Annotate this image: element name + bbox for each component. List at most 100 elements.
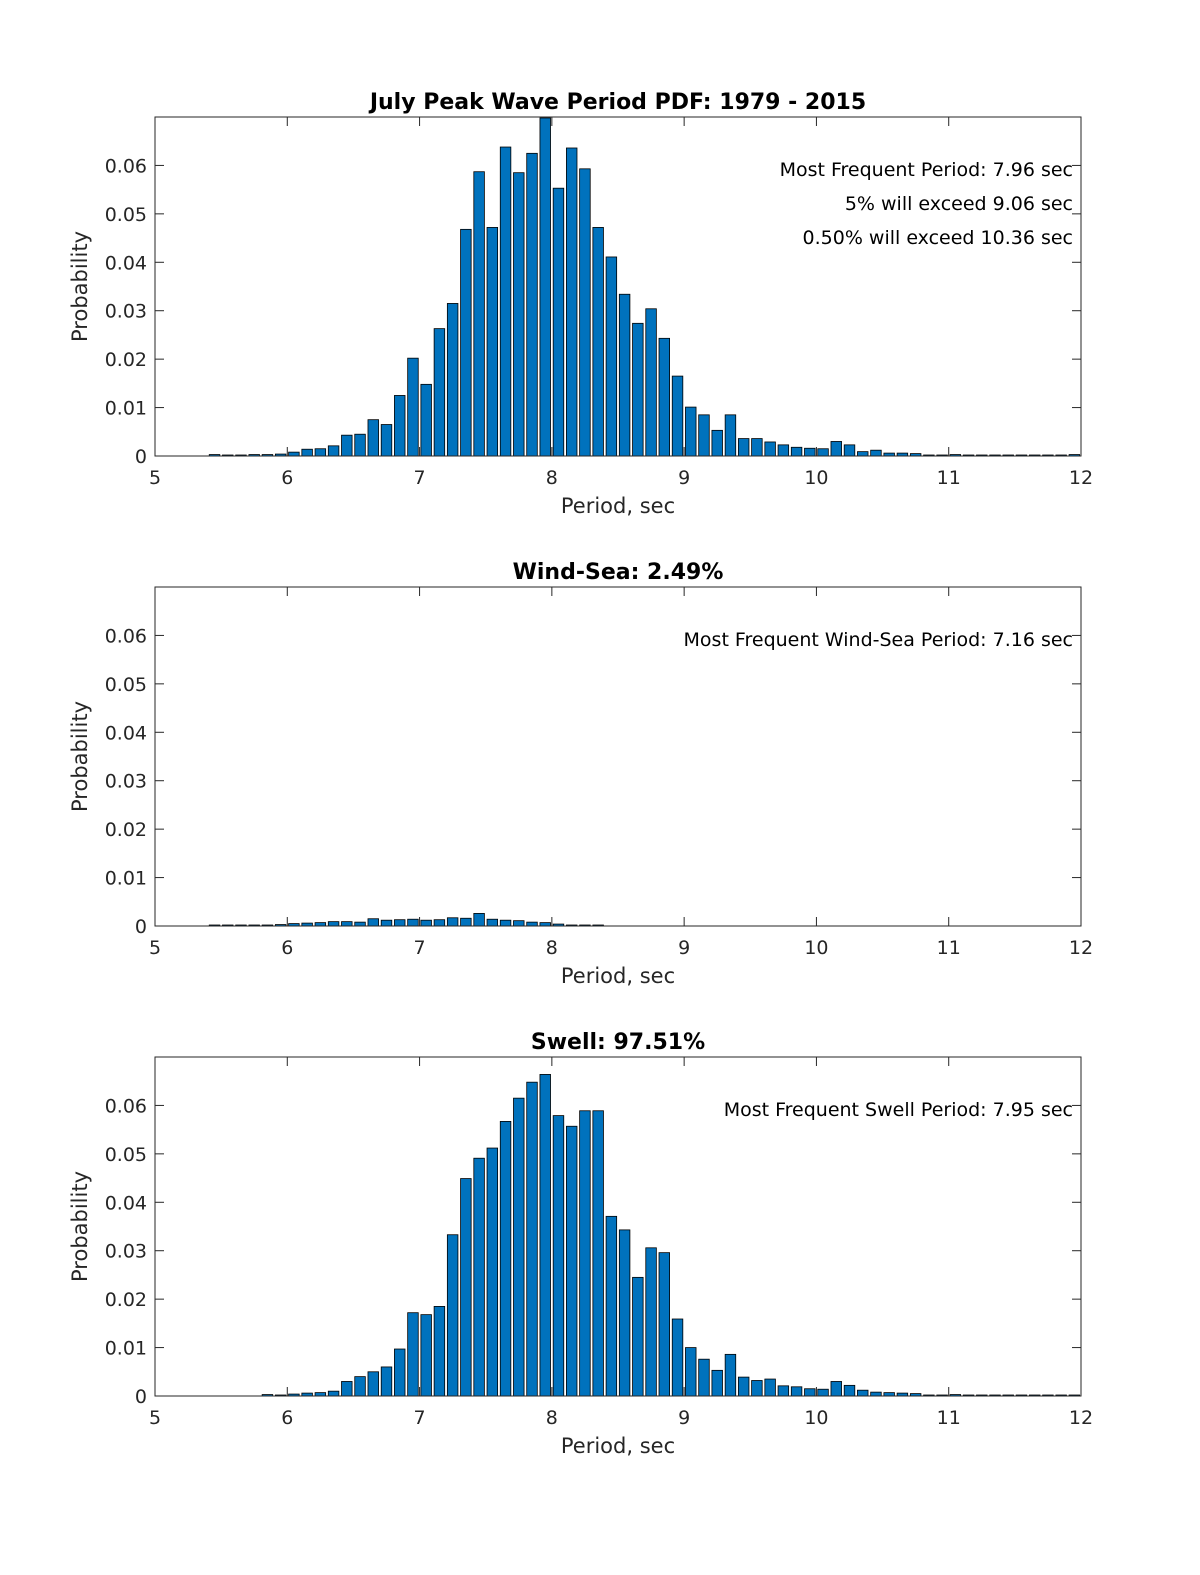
annotation-text: Most Frequent Period: 7.96 sec	[780, 159, 1073, 181]
y-tick-label: 0	[135, 1386, 147, 1408]
bar	[341, 434, 353, 457]
bar	[711, 1369, 723, 1397]
y-tick-label: 0.06	[105, 1095, 147, 1117]
bar	[420, 1314, 432, 1397]
x-tick-label: 5	[149, 1407, 161, 1429]
x-tick-label: 12	[1069, 467, 1093, 489]
y-tick-label: 0	[135, 916, 147, 938]
bar	[433, 1306, 446, 1397]
x-tick-label: 7	[414, 1407, 426, 1429]
bar	[499, 1121, 512, 1397]
y-tick-label: 0.02	[105, 819, 147, 841]
bar	[407, 918, 419, 927]
x-tick-label: 11	[937, 1407, 961, 1429]
bar	[817, 1388, 829, 1397]
axes-box	[154, 1056, 1082, 1397]
bar	[394, 1348, 406, 1397]
bar	[394, 919, 406, 927]
bar	[817, 448, 829, 457]
x-tick-label: 10	[804, 937, 828, 959]
bar	[327, 921, 340, 927]
bar	[870, 1391, 882, 1397]
x-tick-label: 11	[937, 937, 961, 959]
bar	[473, 171, 485, 457]
bar	[804, 447, 816, 457]
bar	[777, 444, 790, 457]
bar	[473, 913, 485, 927]
bar	[645, 1247, 657, 1397]
y-tick-label: 0.01	[105, 1338, 147, 1360]
y-tick-label: 0	[135, 446, 147, 468]
bar	[632, 1276, 644, 1397]
x-axis-label: Period, sec	[561, 494, 675, 518]
annotation-text: Most Frequent Wind-Sea Period: 7.16 sec	[684, 629, 1073, 651]
bar	[499, 146, 512, 457]
bar	[394, 395, 406, 457]
y-tick-label: 0.01	[105, 398, 147, 420]
y-tick-label: 0.02	[105, 1289, 147, 1311]
bar	[460, 1178, 472, 1397]
bar	[327, 1390, 340, 1397]
bar	[526, 152, 538, 457]
bar	[830, 441, 842, 457]
bar	[420, 919, 432, 927]
bar	[751, 1380, 763, 1397]
x-tick-label: 12	[1069, 937, 1093, 959]
bar	[486, 918, 499, 927]
y-axis-label: Probability	[68, 231, 92, 342]
y-tick-label: 0.03	[105, 301, 147, 323]
y-axis-label: Probability	[68, 1171, 92, 1282]
x-tick-label: 11	[937, 467, 961, 489]
x-tick-label: 10	[804, 1407, 828, 1429]
bar	[764, 1378, 776, 1397]
bar	[857, 451, 869, 457]
x-tick-label: 6	[281, 1407, 293, 1429]
bar	[830, 1381, 842, 1397]
bar	[407, 357, 419, 457]
x-axis-label: Period, sec	[561, 1434, 675, 1458]
bar	[751, 438, 763, 457]
bar	[526, 921, 538, 927]
bar	[367, 419, 379, 457]
chart-title: Wind-Sea: 2.49%	[513, 560, 724, 585]
x-tick-label: 7	[414, 937, 426, 959]
bar	[314, 922, 327, 927]
bar	[552, 187, 565, 457]
x-tick-label: 6	[281, 937, 293, 959]
bar	[698, 1358, 710, 1397]
bar	[566, 1125, 578, 1397]
bar	[843, 1384, 856, 1397]
bar	[446, 917, 459, 927]
bar	[605, 1215, 618, 1397]
bar	[883, 1392, 895, 1397]
x-tick-label: 5	[149, 467, 161, 489]
bar	[486, 227, 499, 457]
bar	[354, 921, 366, 927]
bar	[446, 303, 459, 457]
bar	[341, 921, 353, 927]
bar	[645, 308, 657, 457]
x-tick-label: 8	[546, 1407, 558, 1429]
bar	[288, 451, 300, 457]
bar	[433, 919, 446, 927]
x-tick-label: 9	[678, 467, 690, 489]
bar	[685, 406, 697, 457]
bar	[513, 172, 525, 457]
y-tick-label: 0.04	[105, 252, 147, 274]
x-tick-label: 12	[1069, 1407, 1093, 1429]
bar	[857, 1389, 869, 1397]
bar	[513, 920, 525, 927]
bar	[658, 337, 670, 457]
bar	[671, 1318, 684, 1397]
bar	[539, 117, 551, 457]
chart-title: July Peak Wave Period PDF: 1979 - 2015	[368, 90, 866, 115]
y-tick-label: 0.02	[105, 349, 147, 371]
bar	[724, 1353, 737, 1397]
bar	[354, 433, 366, 457]
x-tick-label: 8	[546, 467, 558, 489]
bar	[698, 414, 710, 457]
plot-area	[155, 587, 1081, 926]
x-axis-label: Period, sec	[561, 964, 675, 988]
bar	[870, 449, 882, 457]
x-tick-label: 7	[414, 467, 426, 489]
